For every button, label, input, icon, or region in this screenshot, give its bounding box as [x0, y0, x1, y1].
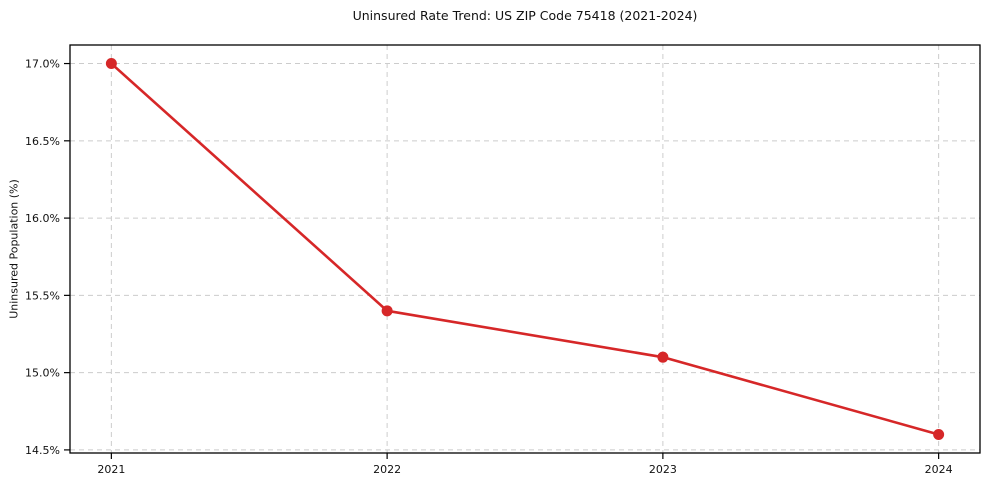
y-tick-label: 15.5%: [25, 289, 60, 302]
x-tick-label: 2021: [97, 463, 125, 476]
y-tick-label: 16.0%: [25, 212, 60, 225]
x-tick-label: 2022: [373, 463, 401, 476]
axes-frame: [69, 44, 981, 454]
trend-line: [110, 62, 940, 436]
data-point: [381, 305, 393, 317]
chart-title: Uninsured Rate Trend: US ZIP Code 75418 …: [352, 8, 698, 23]
y-tick-label: 17.0%: [25, 58, 60, 71]
y-tick-label: 16.5%: [25, 135, 60, 148]
y-tick-label: 14.5%: [25, 444, 60, 457]
x-tick-label: 2023: [649, 463, 677, 476]
data-point: [933, 428, 945, 440]
y-tick-label: 15.0%: [25, 367, 60, 380]
data-point: [105, 58, 117, 70]
x-tick-label: 2024: [925, 463, 953, 476]
data-point: [657, 351, 669, 363]
